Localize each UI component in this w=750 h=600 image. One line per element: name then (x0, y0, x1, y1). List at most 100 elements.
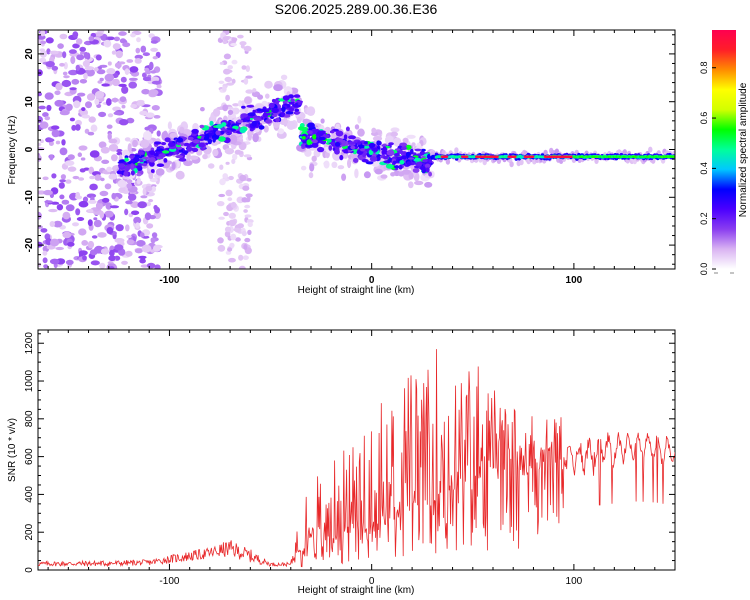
y-tick-label: 20 (24, 48, 35, 60)
heatmap-cell (59, 110, 70, 116)
heatmap-cell (265, 119, 273, 124)
heatmap-cell (89, 150, 100, 158)
heatmap-cell (88, 36, 95, 42)
x-tick-label: -100 (159, 275, 179, 286)
heatmap-cell (75, 124, 81, 131)
heatmap-cell (231, 59, 238, 65)
heatmap-cell (84, 66, 95, 71)
heatmap-cell (215, 130, 221, 136)
heatmap-cell (113, 36, 120, 42)
heatmap-cell (119, 96, 127, 103)
heatmap-cell (114, 244, 124, 251)
heatmap-cell (85, 101, 92, 109)
heatmap-cell (371, 147, 379, 152)
colorbar-strip (712, 30, 736, 269)
heatmap-cell (119, 119, 129, 126)
heatmap-cell (109, 205, 120, 209)
heatmap-cell (79, 168, 86, 173)
colorbar-tick-label: 0.6 (699, 112, 709, 125)
heatmap-cell (222, 173, 228, 179)
heatmap-cell (96, 69, 106, 75)
heatmap-cell (218, 216, 225, 220)
heatmap-cell (257, 94, 264, 100)
heatmap-cell (68, 69, 78, 76)
heatmap-cell (246, 219, 254, 224)
heatmap-cell (235, 150, 244, 155)
heatmap-cell (306, 106, 316, 116)
heatmap-cell (132, 139, 138, 148)
heatmap-cell (135, 222, 140, 229)
y-tick-label: 0 (24, 567, 35, 573)
heatmap-cell (398, 164, 403, 170)
heatmap-cell (72, 222, 79, 227)
heatmap-cell (353, 158, 359, 163)
heatmap-cell (464, 155, 469, 158)
heatmap-cell (242, 255, 249, 260)
heatmap-cell (130, 33, 136, 38)
heatmap-cell (254, 103, 265, 111)
heatmap-cell (419, 166, 426, 171)
heatmap-cell (88, 116, 96, 123)
heatmap-cell (390, 131, 399, 137)
heatmap-cell (126, 182, 133, 189)
heatmap-cell (71, 124, 77, 131)
heatmap-cell (167, 142, 176, 148)
y-tick-label: 800 (24, 410, 35, 427)
heatmap-cell (100, 146, 110, 154)
heatmap-cell (62, 211, 71, 220)
heatmap-cell (91, 235, 98, 239)
heatmap-cell (171, 161, 176, 170)
heatmap-cell (133, 216, 142, 224)
heatmap-cell (148, 89, 159, 96)
heatmap-cell (392, 160, 397, 164)
heatmap-cell (405, 151, 411, 157)
heatmap-cell (72, 31, 79, 39)
heatmap-cell (95, 54, 102, 61)
heatmap-cell (43, 189, 53, 196)
heatmap-cell (136, 101, 145, 106)
heatmap-cell (75, 208, 81, 216)
heatmap-cell (40, 40, 47, 45)
heatmap-cell (106, 68, 116, 75)
heatmap-cell (243, 77, 249, 85)
heatmap-cell (63, 61, 68, 70)
heatmap-cell (94, 67, 99, 72)
heatmap-cell (129, 66, 139, 73)
heatmap-cell (106, 227, 114, 235)
heatmap-cell (202, 154, 208, 160)
heatmap-cell (141, 88, 150, 95)
heatmap-cell (428, 171, 432, 177)
heatmap-cell (382, 146, 387, 152)
heatmap-cell (146, 223, 154, 229)
heatmap-cell (150, 40, 158, 44)
heatmap-cell (241, 65, 247, 70)
heatmap-cell (99, 77, 104, 82)
heatmap-cell (219, 61, 224, 65)
heatmap-cell (347, 158, 352, 169)
heatmap-cell (126, 239, 135, 245)
heatmap-cell (82, 60, 90, 68)
heatmap-cell (244, 204, 251, 209)
heatmap-cell (64, 160, 75, 166)
heatmap-cell (86, 93, 96, 101)
heatmap-cell (233, 227, 241, 232)
heatmap-cell (402, 137, 409, 144)
heatmap-cell (98, 111, 107, 118)
heatmap-cell (161, 142, 167, 146)
heatmap-cell (144, 70, 152, 75)
heatmap-cell (374, 168, 383, 175)
heatmap-cell (253, 117, 261, 121)
heatmap-cell (183, 159, 193, 167)
heatmap-cell (116, 170, 123, 175)
heatmap-cell (271, 107, 279, 114)
heatmap-cell (49, 221, 56, 227)
heatmap-cell (59, 194, 65, 200)
heatmap-cell (390, 127, 400, 133)
heatmap-cell (230, 201, 237, 209)
heatmap-cell (246, 104, 255, 108)
heatmap-cell (97, 232, 107, 238)
heatmap-cell (81, 114, 91, 119)
heatmap-cell (221, 127, 226, 131)
heatmap-cell (95, 90, 105, 99)
